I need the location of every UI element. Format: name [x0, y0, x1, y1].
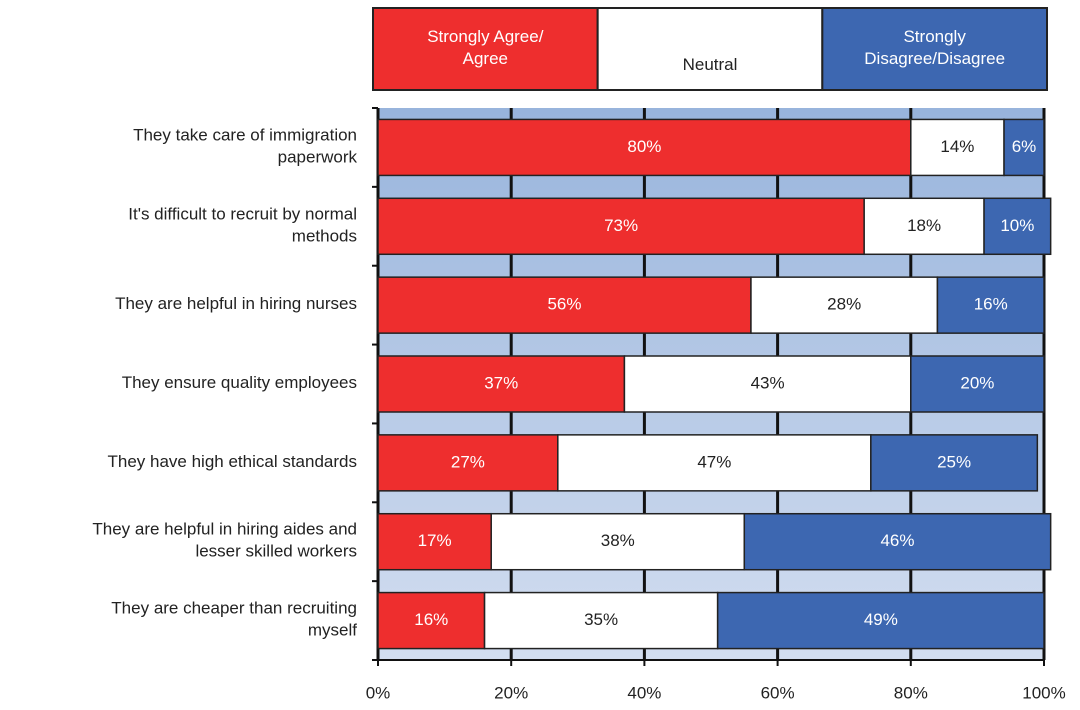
- data-label: 27%: [451, 452, 485, 471]
- x-tick-label: 60%: [761, 683, 795, 702]
- data-label: 16%: [414, 610, 448, 629]
- legend-swatch: [372, 7, 599, 91]
- y-tick-label: They are helpful in hiring nurses: [115, 295, 357, 314]
- x-tick-label: 80%: [894, 683, 928, 702]
- data-label: 47%: [697, 452, 731, 471]
- data-label: 46%: [880, 531, 914, 550]
- data-label: 35%: [584, 610, 618, 629]
- data-label: 56%: [547, 295, 581, 314]
- data-label: 37%: [484, 373, 518, 392]
- data-label: 28%: [827, 295, 861, 314]
- data-label: 43%: [751, 373, 785, 392]
- bar-segment: [863, 197, 985, 256]
- y-tick-label: It's difficult to recruit by normal metho…: [128, 205, 357, 246]
- x-tick-label: 100%: [1022, 683, 1065, 702]
- bar-segment: [557, 434, 872, 492]
- bar-segment: [750, 276, 939, 334]
- bar-segment: [910, 355, 1045, 413]
- data-label: 6%: [1012, 137, 1037, 156]
- x-tick-label: 40%: [627, 683, 661, 702]
- data-label: 38%: [601, 531, 635, 550]
- bar-segment: [743, 512, 1052, 571]
- x-tick-label: 20%: [494, 683, 528, 702]
- legend-label: Strongly Disagree/Disagree: [864, 27, 1005, 68]
- bar-segment: [377, 276, 752, 334]
- bar-segment: [377, 434, 559, 492]
- bar-segment: [936, 276, 1045, 334]
- data-label: 49%: [864, 610, 898, 629]
- data-label: 10%: [1000, 216, 1034, 235]
- bar-segment: [377, 591, 486, 650]
- bar-segment: [490, 512, 746, 571]
- data-label: 14%: [940, 137, 974, 156]
- bar-segment: [483, 591, 719, 650]
- y-tick-label: They ensure quality employees: [122, 373, 357, 392]
- data-label: 20%: [960, 373, 994, 392]
- data-label: 80%: [627, 137, 661, 156]
- x-tick-label: 0%: [366, 683, 391, 702]
- bar-segment: [716, 591, 1045, 650]
- y-tick-label: They take care of immigration paperwork: [133, 126, 357, 167]
- data-label: 16%: [974, 295, 1008, 314]
- y-tick-label: They have high ethical standards: [108, 452, 358, 471]
- bar-segment: [377, 355, 626, 413]
- data-label: 73%: [604, 216, 638, 235]
- bar-segment: [623, 355, 912, 413]
- bar-segment: [910, 118, 1005, 177]
- data-label: 18%: [907, 216, 941, 235]
- data-label: 25%: [937, 452, 971, 471]
- legend-label: Neutral: [683, 55, 738, 74]
- bar-segment: [377, 197, 865, 256]
- bar-segment: [983, 197, 1052, 256]
- legend-swatch: [821, 7, 1048, 91]
- y-tick-label: They are cheaper than recruiting myself: [111, 599, 357, 640]
- bar-segment: [870, 434, 1039, 492]
- bar-segment: [1003, 118, 1045, 177]
- y-tick-label: They are helpful in hiring aides and less…: [92, 520, 357, 561]
- legend-swatch: [596, 7, 824, 91]
- bar-segment: [377, 118, 912, 177]
- legend-label: Strongly Agree/Agree: [427, 27, 544, 68]
- data-label: 17%: [418, 531, 452, 550]
